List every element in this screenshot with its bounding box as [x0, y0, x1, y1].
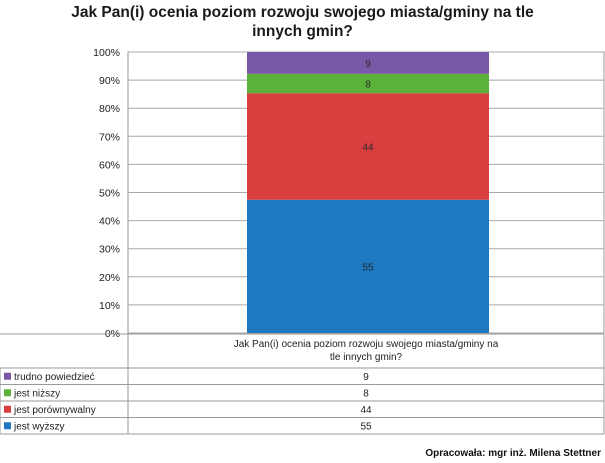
y-tick-label: 90%	[99, 75, 120, 87]
legend-key	[4, 405, 11, 413]
category-label: Jak Pan(i) ocenia poziom rozwoju swojego…	[234, 339, 499, 350]
bar-segment	[247, 52, 489, 74]
y-tick-label: 20%	[99, 272, 120, 284]
data-label: 55	[362, 262, 374, 273]
chart-title: Jak Pan(i) ocenia poziom rozwoju swojego…	[0, 3, 605, 41]
legend-key	[4, 422, 11, 430]
y-tick-label: 10%	[99, 300, 120, 312]
legend-key	[4, 389, 11, 397]
y-tick-label: 100%	[93, 47, 120, 59]
bars-layer: 55 44 8 9	[247, 52, 489, 333]
data-label: 44	[362, 142, 374, 153]
table-value: 9	[363, 372, 369, 383]
table-value: 8	[363, 388, 369, 399]
y-tick-label: 40%	[99, 216, 120, 228]
bar-segment	[247, 93, 489, 200]
y-tick-label: 70%	[99, 131, 120, 143]
data-table: Jak Pan(i) ocenia poziom rozwoju swojego…	[0, 333, 605, 435]
source-note: Opracowała: mgr inż. Milena Stettner	[425, 448, 601, 459]
data-label: 9	[365, 59, 371, 70]
y-tick-label: 60%	[99, 159, 120, 171]
y-tick-label: 80%	[99, 103, 120, 115]
y-tick-label: 50%	[99, 188, 120, 200]
chart-title-line-2: innych gmin?	[252, 23, 353, 40]
table-value: 44	[360, 405, 372, 416]
data-label: 8	[365, 79, 371, 90]
y-axis-ticks: 0%10%20%30%40%50%60%70%80%90%100%	[93, 47, 120, 340]
bar-segment	[247, 199, 489, 333]
table-value: 55	[360, 421, 372, 432]
legend-key	[4, 372, 11, 380]
chart-title-line-1: Jak Pan(i) ocenia poziom rozwoju swojego…	[71, 4, 534, 21]
legend-label: jest porównywalny	[13, 405, 96, 416]
category-label: tle innych gmin?	[330, 352, 403, 363]
legend-label: jest wyższy	[13, 421, 65, 432]
legend-label: jest niższy	[13, 388, 60, 399]
bar-segment	[247, 73, 489, 94]
y-tick-label: 30%	[99, 244, 120, 256]
legend-label: trudno powiedzieć	[14, 372, 95, 383]
